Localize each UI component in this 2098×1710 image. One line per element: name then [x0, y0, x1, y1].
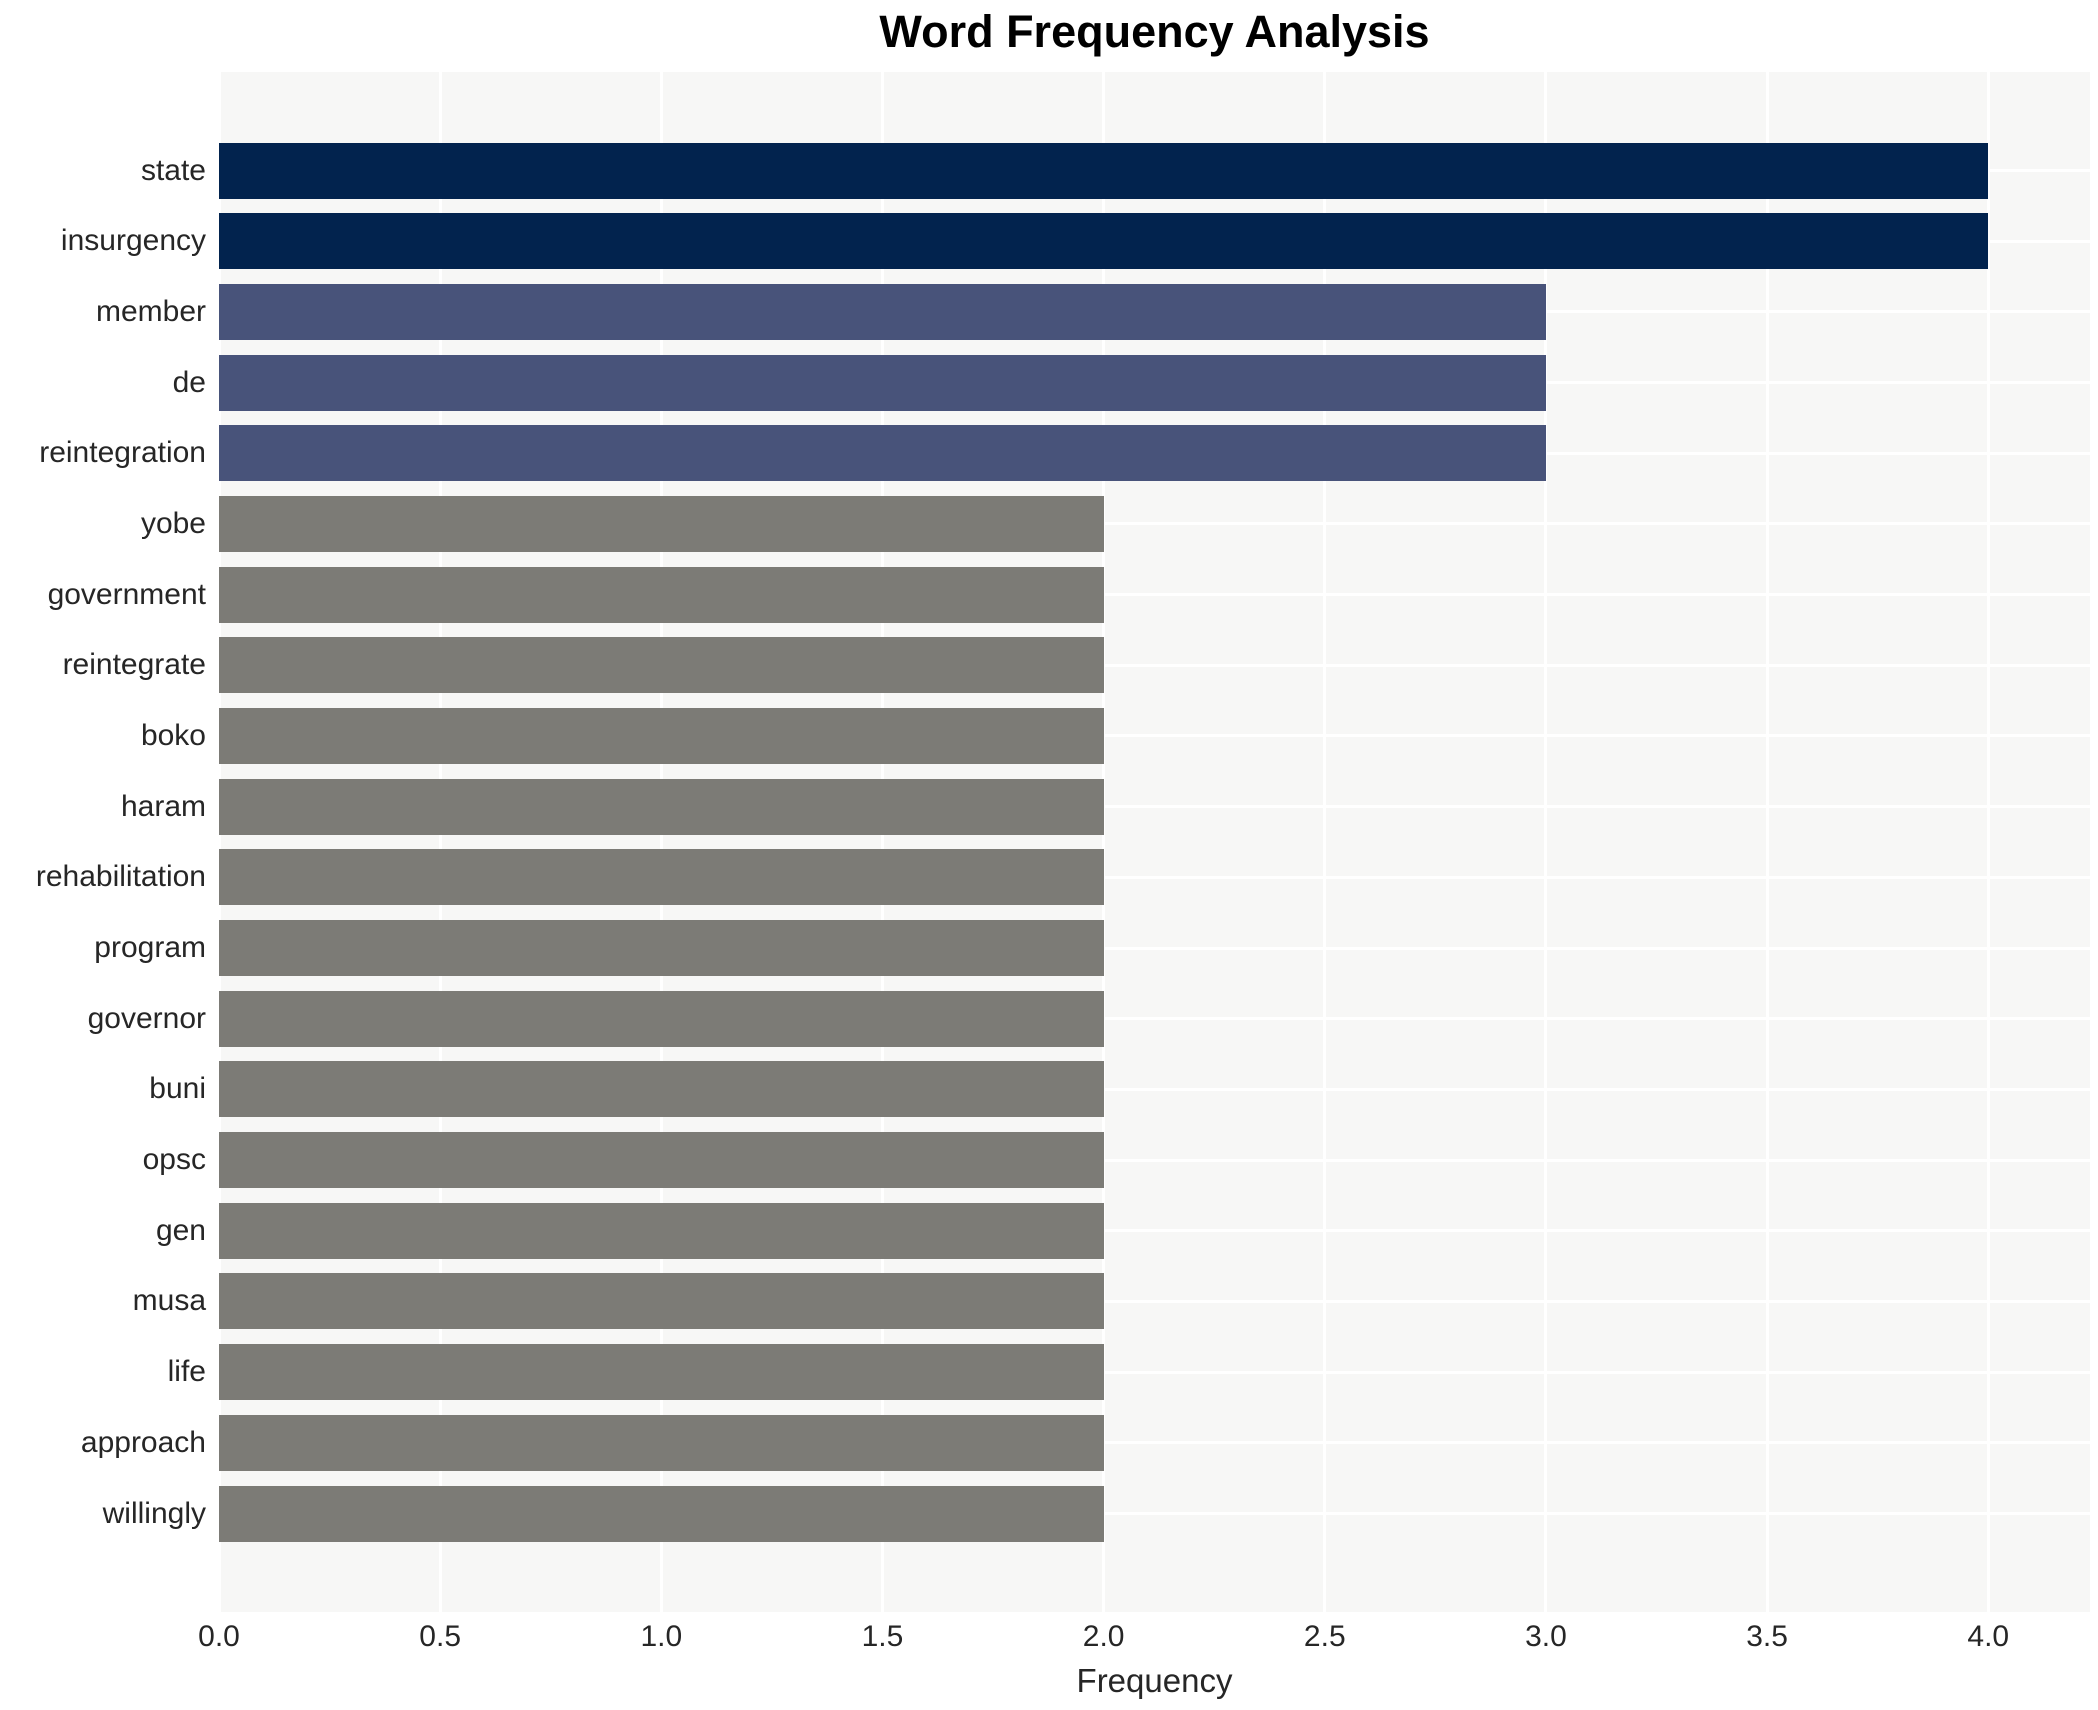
y-tick-label-program: program [94, 931, 206, 965]
bar-government [219, 566, 1104, 623]
gridline-y [219, 593, 2090, 597]
y-tick-label-insurgency: insurgency [60, 224, 206, 258]
gridline-x-2.0 [1102, 72, 1106, 1612]
y-tick-label-willingly: willingly [102, 1496, 206, 1530]
gridline-x-4.0 [1986, 72, 1990, 1612]
x-tick-label-0.0: 0.0 [198, 1620, 240, 1653]
bar-reintegration [219, 425, 1546, 482]
gridline-y [219, 1229, 2090, 1233]
gridline-y [219, 1299, 2090, 1303]
bar-haram [219, 778, 1104, 835]
bar-insurgency [219, 213, 1989, 270]
gridline-y [219, 522, 2090, 526]
plot-area [217, 72, 2090, 1612]
gridline-y [219, 663, 2090, 667]
bar-boko [219, 707, 1104, 764]
bar-life [219, 1344, 1104, 1401]
chart-title: Word Frequency Analysis [879, 6, 1430, 57]
x-tick-label-2.0: 2.0 [1082, 1620, 1125, 1653]
y-tick-label-approach: approach [80, 1425, 206, 1459]
bar-musa [219, 1273, 1104, 1330]
bar-opsc [219, 1132, 1104, 1189]
bar-approach [219, 1414, 1104, 1471]
gridline-y [219, 1370, 2090, 1374]
y-tick-label-member: member [95, 294, 206, 328]
y-tick-label-state: state [140, 153, 206, 187]
y-tick-label-reintegrate: reintegrate [62, 648, 206, 682]
gridline-y [219, 875, 2090, 879]
y-tick-label-opsc: opsc [142, 1143, 206, 1177]
gridline-y [219, 946, 2090, 950]
y-tick-label-life: life [167, 1355, 206, 1389]
gridline-y [219, 1017, 2090, 1021]
x-tick-label-2.5: 2.5 [1303, 1620, 1346, 1653]
bar-yobe [219, 495, 1104, 552]
bar-governor [219, 990, 1104, 1047]
x-axis-label: Frequency [1076, 1662, 1233, 1699]
y-tick-label-governor: governor [87, 1001, 206, 1035]
gridline-x-3.0 [1544, 72, 1548, 1612]
y-tick-label-de: de [172, 365, 206, 399]
bar-reintegrate [219, 637, 1104, 694]
bar-program [219, 920, 1104, 977]
bar-member [219, 283, 1546, 340]
x-tick-label-3.5: 3.5 [1746, 1620, 1788, 1653]
x-tick-label-3.0: 3.0 [1525, 1620, 1567, 1653]
gridline-x-1.0 [659, 72, 663, 1612]
gridline-x-0.0 [217, 72, 221, 1612]
y-tick-label-government: government [47, 577, 206, 611]
bar-rehabilitation [219, 849, 1104, 906]
y-tick-label-buni: buni [149, 1072, 206, 1106]
gridline-x-1.5 [880, 72, 884, 1612]
x-tick-label-4.0: 4.0 [1967, 1620, 2010, 1653]
bar-gen [219, 1202, 1104, 1259]
y-tick-label-reintegration: reintegration [39, 436, 206, 470]
gridline-y [219, 1158, 2090, 1162]
gridline-y [219, 805, 2090, 809]
bar-de [219, 354, 1546, 411]
y-tick-label-boko: boko [140, 718, 206, 752]
gridline-y [219, 1441, 2090, 1445]
y-tick-label-yobe: yobe [140, 506, 206, 540]
gridline-x-2.5 [1323, 72, 1327, 1612]
x-tick-label-1.5: 1.5 [861, 1620, 904, 1653]
y-tick-label-musa: musa [132, 1284, 206, 1318]
bar-state [219, 142, 1989, 199]
y-tick-label-rehabilitation: rehabilitation [35, 860, 206, 894]
gridline-y [219, 734, 2090, 738]
bar-willingly [219, 1485, 1104, 1542]
gridline-x-0.5 [438, 72, 442, 1612]
x-tick-label-0.5: 0.5 [419, 1620, 462, 1653]
y-tick-label-gen: gen [155, 1213, 206, 1247]
gridline-y [219, 1512, 2090, 1515]
x-tick-label-1.0: 1.0 [640, 1620, 683, 1653]
gridline-y [219, 1087, 2090, 1091]
bar-buni [219, 1061, 1104, 1118]
y-tick-label-haram: haram [120, 789, 206, 823]
gridline-x-3.5 [1765, 72, 1769, 1612]
